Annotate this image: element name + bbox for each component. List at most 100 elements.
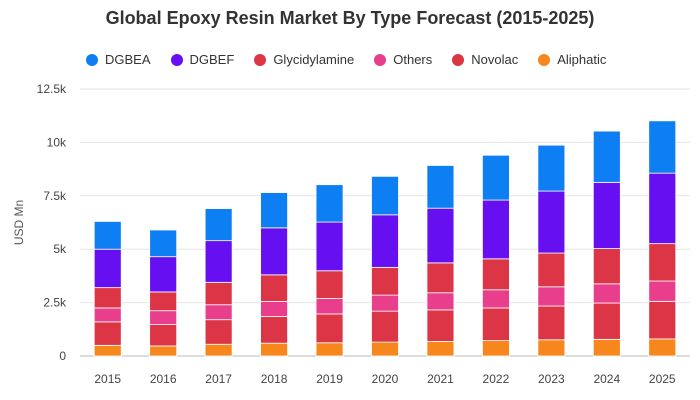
bar-segment-novolac xyxy=(592,302,621,340)
x-tick-label: 2016 xyxy=(150,372,177,386)
legend-swatch-others xyxy=(374,53,387,66)
bar-segment-glycidylamine xyxy=(482,258,510,291)
bar-segment-dgbea xyxy=(260,192,288,229)
bar-segment-dgbef xyxy=(371,214,399,268)
chart-title: Global Epoxy Resin Market By Type Foreca… xyxy=(105,8,595,28)
bar-segment-others xyxy=(315,298,344,315)
bar-segment-glycidylamine xyxy=(592,248,621,285)
legend-swatch-novolac xyxy=(452,53,465,66)
bar-segment-glycidylamine xyxy=(204,281,233,306)
bar-segment-others xyxy=(648,280,677,302)
bar-segment-dgbea xyxy=(592,130,621,183)
y-tick-label: 5k xyxy=(53,242,67,256)
bar-segment-novolac xyxy=(371,310,399,343)
bar-segment-others xyxy=(426,292,455,311)
bar-segment-dgbea xyxy=(149,229,178,258)
x-tick-label: 2021 xyxy=(427,372,454,386)
legend-label-others: Others xyxy=(393,52,433,67)
bar-segment-others xyxy=(93,307,122,323)
bar-segment-aliphatic xyxy=(537,339,566,357)
bar-segment-others xyxy=(537,286,566,307)
legend-label-glycidylamine: Glycidylamine xyxy=(273,52,355,67)
bar-segment-aliphatic xyxy=(93,344,122,357)
y-tick-label: 12.5k xyxy=(37,82,67,96)
bar-segment-novolac xyxy=(149,324,178,347)
bar-segment-dgbea xyxy=(426,165,455,209)
bar-segment-glycidylamine xyxy=(537,252,566,288)
bar-segment-others xyxy=(482,289,510,309)
bar-segment-novolac xyxy=(426,309,455,342)
bar-segment-glycidylamine xyxy=(648,243,677,282)
legend-item-dgbef[interactable]: DGBEF xyxy=(170,52,235,67)
bar-segment-dgbef xyxy=(648,172,677,245)
legend-swatch-aliphatic xyxy=(538,53,551,66)
x-tick-label: 2020 xyxy=(372,372,399,386)
legend-item-glycidylamine[interactable]: Glycidylamine xyxy=(254,52,354,67)
x-tick-label: 2017 xyxy=(205,372,232,386)
bar-segment-dgbea xyxy=(315,184,344,223)
bar-segment-others xyxy=(204,304,233,321)
bar-segment-dgbef xyxy=(426,207,455,264)
bar-segment-aliphatic xyxy=(260,342,288,357)
bar-segment-glycidylamine xyxy=(149,291,178,312)
bar-segment-others xyxy=(260,301,288,317)
bar-segment-dgbef xyxy=(93,248,122,289)
bar-segment-aliphatic xyxy=(648,338,677,357)
bar-segment-aliphatic xyxy=(149,345,178,357)
x-tick-label: 2019 xyxy=(316,372,343,386)
legend-label-aliphatic: Aliphatic xyxy=(557,52,607,67)
bar-segment-aliphatic xyxy=(371,341,399,357)
bar-segment-glycidylamine xyxy=(93,287,122,309)
legend-label-dgbea: DGBEA xyxy=(105,52,151,67)
x-tick-label: 2023 xyxy=(538,372,565,386)
bar-segment-dgbea xyxy=(93,221,122,250)
bar-segment-aliphatic xyxy=(426,341,455,357)
bar-segment-novolac xyxy=(93,321,122,346)
bar-segment-novolac xyxy=(204,319,233,345)
bar-segment-dgbef xyxy=(537,190,566,254)
y-tick-label: 0 xyxy=(59,349,66,363)
legend-swatch-glycidylamine xyxy=(254,53,267,66)
bar-segment-aliphatic xyxy=(592,338,621,357)
bar-segment-dgbea xyxy=(537,144,566,192)
y-tick-label: 2.5k xyxy=(43,296,67,310)
bar-segment-others xyxy=(592,283,621,304)
bar-segment-dgbea xyxy=(371,175,399,216)
legend-swatch-dgbea xyxy=(86,53,98,66)
bar-segment-novolac xyxy=(482,307,510,342)
bar-segment-aliphatic xyxy=(204,343,233,357)
legend-label-novolac: Novolac xyxy=(471,52,519,67)
bar-segment-novolac xyxy=(648,300,677,340)
y-tick-label: 7.5k xyxy=(43,189,67,203)
legend-label-dgbef: DGBEF xyxy=(189,52,235,67)
bar-segment-dgbea xyxy=(204,208,233,242)
legend-item-aliphatic[interactable]: Aliphatic xyxy=(538,52,606,67)
bar-segment-dgbef xyxy=(149,256,178,293)
legend-item-novolac[interactable]: Novolac xyxy=(452,52,518,67)
bar-segment-dgbef xyxy=(315,221,344,272)
bar-segment-novolac xyxy=(537,305,566,341)
x-tick-label: 2022 xyxy=(483,372,510,386)
bar-segment-others xyxy=(371,294,399,312)
x-tick-label: 2018 xyxy=(261,372,288,386)
x-tick-label: 2015 xyxy=(94,372,121,386)
y-tick-label: 10k xyxy=(47,135,67,149)
bar-segment-novolac xyxy=(315,313,344,344)
bar-segment-glycidylamine xyxy=(315,270,344,299)
bar-segment-glycidylamine xyxy=(260,274,288,302)
bar-segment-dgbef xyxy=(592,181,621,249)
legend-swatch-dgbef xyxy=(170,53,183,66)
bar-segment-dgbef xyxy=(260,227,288,276)
x-tick-label: 2025 xyxy=(649,372,676,386)
bar-segment-dgbef xyxy=(482,199,510,260)
y-axis-label: USD Mn xyxy=(12,200,26,245)
bar-segment-glycidylamine xyxy=(426,262,455,294)
bar-segment-dgbef xyxy=(204,240,233,283)
legend: DGBEA DGBEF Glycidylamine Others Novolac… xyxy=(86,52,626,67)
legend-item-dgbea[interactable]: DGBEA xyxy=(86,52,151,67)
legend-item-others[interactable]: Others xyxy=(374,52,432,67)
bar-segment-dgbea xyxy=(482,154,510,201)
bar-segment-aliphatic xyxy=(482,340,510,357)
x-tick-label: 2024 xyxy=(593,372,620,386)
bar-segment-others xyxy=(149,310,178,326)
